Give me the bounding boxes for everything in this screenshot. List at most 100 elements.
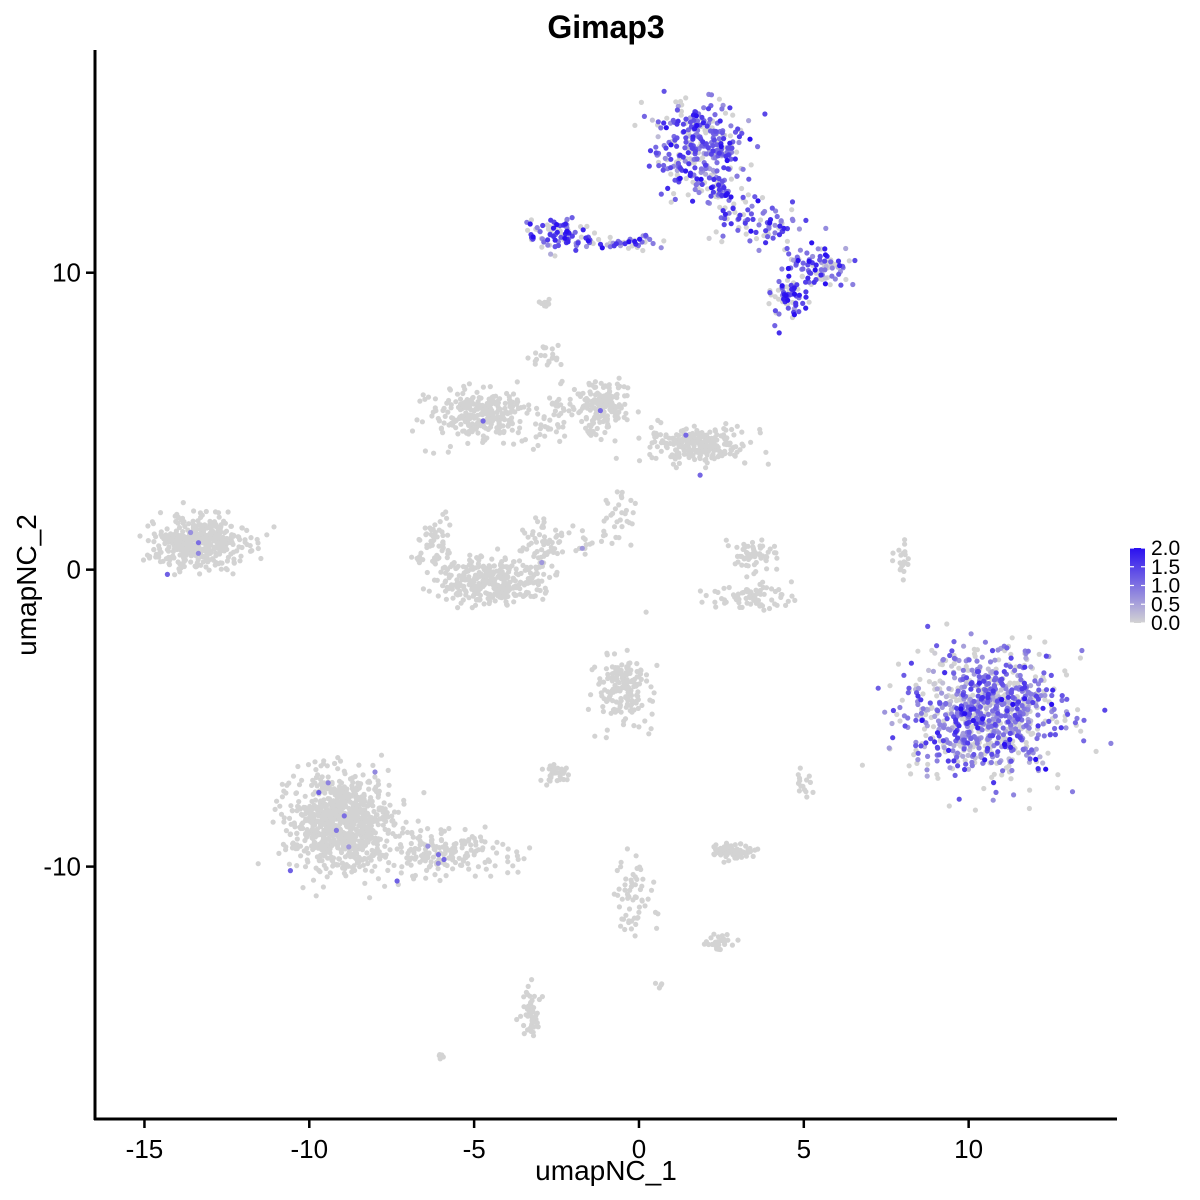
cell-point (700, 155, 706, 161)
cell-point (302, 818, 309, 824)
cell-point (838, 282, 844, 288)
cell-point (449, 850, 455, 856)
cell-point (476, 569, 482, 576)
cell-point (514, 1016, 520, 1023)
cell-point (1033, 756, 1039, 763)
cell-point (704, 123, 710, 129)
cell-point (1008, 744, 1014, 750)
cell-point (589, 540, 595, 546)
cell-point (537, 431, 543, 438)
cell-point (897, 567, 903, 573)
cell-point (711, 435, 717, 441)
cell-point (551, 762, 557, 768)
cell-point (797, 765, 803, 771)
cell-point (290, 773, 297, 779)
cell-point (822, 258, 828, 264)
cell-point (806, 299, 812, 305)
cell-point (1017, 709, 1023, 716)
cell-point (343, 873, 349, 879)
cell-point (541, 571, 547, 577)
cell-point (509, 403, 516, 410)
cell-point (785, 598, 791, 604)
cell-point (954, 698, 960, 704)
cell-point (546, 296, 552, 302)
cell-point (500, 411, 506, 417)
cell-point (345, 824, 351, 830)
cell-point (653, 150, 659, 156)
cell-point (486, 563, 492, 569)
cell-point (716, 150, 722, 156)
cell-point (469, 559, 475, 565)
cell-point (940, 656, 947, 663)
cell-point (570, 523, 576, 529)
cell-point (417, 537, 423, 543)
cell-point (776, 311, 782, 317)
cell-point (382, 883, 388, 889)
cell-point (1078, 728, 1084, 734)
cell-point (763, 585, 770, 591)
cell-point (722, 211, 729, 217)
cell-point (1033, 693, 1040, 699)
cell-point (533, 515, 539, 521)
cell-point (653, 430, 659, 436)
cell-point (661, 120, 667, 126)
cell-point (318, 776, 324, 783)
cell-point (710, 167, 716, 173)
cell-point (158, 549, 164, 555)
cell-point (636, 458, 643, 464)
cell-point (562, 221, 569, 227)
cell-point (288, 803, 294, 809)
cell-point (457, 573, 463, 579)
cell-point (231, 560, 237, 566)
cell-point (674, 172, 680, 178)
cell-point (437, 877, 443, 884)
cell-point (705, 437, 711, 443)
cell-point (902, 541, 908, 547)
cell-point (391, 809, 398, 815)
cell-point (634, 692, 640, 698)
cell-point (350, 801, 356, 807)
cell-point (480, 437, 486, 443)
cell-point (697, 588, 704, 594)
cell-point (971, 698, 977, 705)
cell-point (651, 690, 657, 696)
cell-point (649, 698, 656, 704)
cell-point (703, 592, 709, 599)
cell-point (385, 767, 391, 774)
cell-point (503, 573, 509, 579)
cell-point (255, 861, 261, 867)
cell-point (436, 856, 442, 862)
cell-point (471, 579, 477, 585)
cell-point (448, 405, 454, 411)
cell-point (550, 225, 557, 231)
cell-point (776, 232, 783, 238)
cell-point (533, 350, 539, 356)
cell-point (336, 778, 343, 784)
cell-point (951, 655, 958, 662)
cell-point (468, 842, 474, 848)
cell-point (315, 772, 321, 778)
cell-point (774, 566, 780, 572)
cell-point (724, 435, 730, 441)
cell-point (438, 569, 444, 575)
cell-point (394, 878, 400, 884)
cell-point (230, 549, 237, 555)
cell-point (399, 849, 405, 855)
cell-point (453, 399, 459, 405)
cell-point (436, 527, 442, 533)
cell-point (350, 786, 356, 792)
cell-point (400, 825, 406, 831)
cell-point (683, 139, 689, 145)
cell-point (457, 591, 463, 597)
cell-point (422, 858, 428, 864)
cell-point (376, 805, 382, 811)
cell-point (323, 812, 329, 818)
cell-point (377, 856, 383, 862)
cell-point (932, 713, 938, 720)
cell-point (535, 582, 542, 588)
cell-point (190, 518, 196, 524)
cell-point (763, 240, 769, 246)
cell-point (763, 554, 769, 560)
cell-point (935, 775, 941, 781)
cell-point (756, 222, 762, 228)
